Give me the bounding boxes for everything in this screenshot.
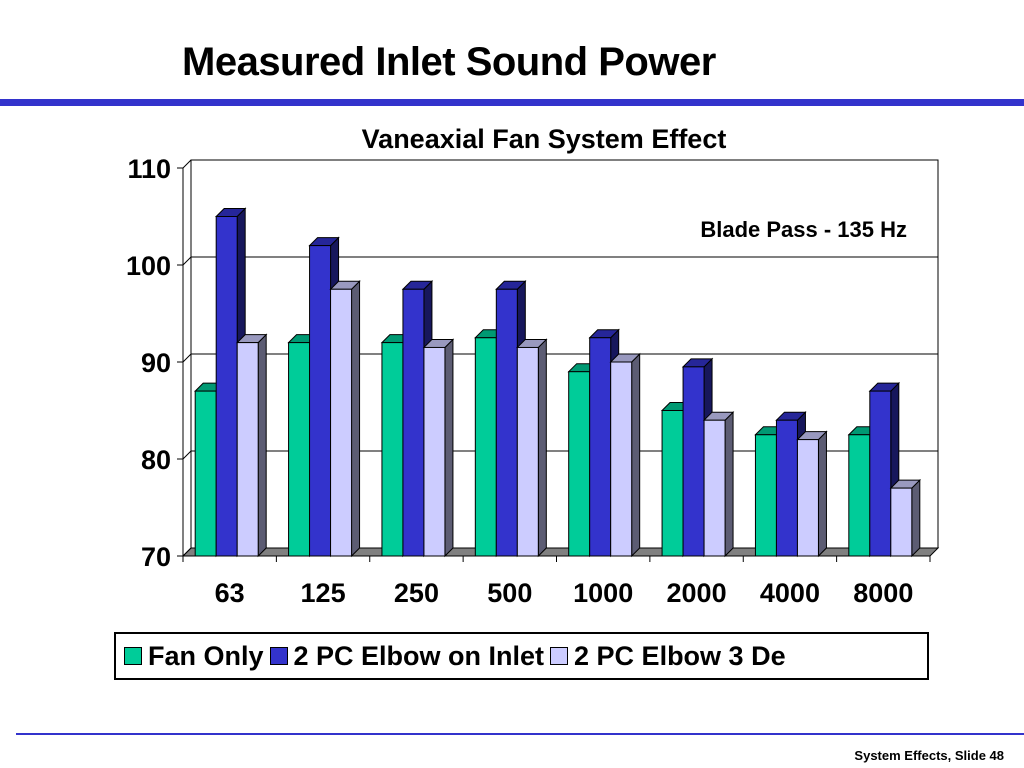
y-tick-label: 100 xyxy=(126,251,171,281)
bar xyxy=(288,342,311,557)
chart-legend: Fan Only 2 PC Elbow on Inlet 2 PC Elbow … xyxy=(114,632,929,680)
y-tick-label: 70 xyxy=(141,542,171,572)
chart-title: Vaneaxial Fan System Effect xyxy=(362,124,727,154)
bar xyxy=(381,342,404,557)
bar xyxy=(423,346,446,557)
bar-side xyxy=(724,410,734,558)
legend-label: 2 PC Elbow on Inlet xyxy=(293,640,545,671)
x-tick-label: 4000 xyxy=(760,578,820,608)
y-tick-label: 110 xyxy=(127,154,171,184)
y-tick-diagonal xyxy=(182,547,192,557)
bar xyxy=(495,288,518,557)
legend-label: Fan Only xyxy=(148,640,264,671)
bar xyxy=(194,390,217,557)
bar xyxy=(796,439,819,557)
x-tick-label: 500 xyxy=(487,578,532,608)
y-tick-label: 80 xyxy=(141,445,171,475)
bar-side xyxy=(817,430,827,558)
bar xyxy=(661,410,684,557)
bar xyxy=(869,390,892,557)
legend-swatch xyxy=(550,647,569,665)
legend-label: 2 PC Elbow 3 De xyxy=(574,640,786,671)
bar xyxy=(589,337,612,557)
x-tick-label: 63 xyxy=(215,578,245,608)
bar xyxy=(703,419,726,557)
bar-side xyxy=(537,338,547,558)
bar xyxy=(236,342,259,557)
bar xyxy=(775,419,798,557)
bar xyxy=(474,337,497,557)
x-tick-label: 250 xyxy=(394,578,439,608)
bar xyxy=(682,366,705,557)
bar xyxy=(754,434,777,557)
legend-item-fan-only: Fan Only xyxy=(124,641,264,672)
bar-side xyxy=(911,478,921,558)
x-tick-label: 8000 xyxy=(853,578,913,608)
y-tick-diagonal xyxy=(182,256,192,266)
bar xyxy=(215,216,238,557)
bar xyxy=(610,361,633,557)
y-tick-diagonal xyxy=(182,159,192,169)
bar-chart: 70 80 90 100 110 63 125 250 500 1000 2000 4000 8000 V… xyxy=(126,124,940,608)
legend-swatch xyxy=(269,647,288,665)
bar-side xyxy=(351,280,361,558)
y-tick-label: 90 xyxy=(141,348,171,378)
x-tick-label: 125 xyxy=(301,578,346,608)
x-tick-label: 1000 xyxy=(573,578,633,608)
bar-side xyxy=(444,338,454,558)
legend-item-elbow-3de: 2 PC Elbow 3 De xyxy=(550,641,786,672)
bar-side xyxy=(257,333,267,558)
bar xyxy=(330,288,353,557)
chart-annotation: Blade Pass - 135 Hz xyxy=(700,217,907,242)
x-tick-label: 2000 xyxy=(667,578,727,608)
footer-divider xyxy=(16,733,1024,735)
bar-side xyxy=(631,352,641,558)
bar xyxy=(890,487,913,557)
slide-footer: System Effects, Slide 48 xyxy=(854,748,1004,763)
bar xyxy=(516,346,539,557)
y-tick-diagonal xyxy=(182,450,192,460)
slide-title: Measured Inlet Sound Power xyxy=(182,40,716,84)
bar xyxy=(309,245,332,557)
bar xyxy=(848,434,871,557)
bar xyxy=(568,371,591,557)
legend-item-elbow-inlet: 2 PC Elbow on Inlet xyxy=(269,640,545,672)
y-tick-diagonal xyxy=(182,353,192,363)
legend-swatch xyxy=(124,647,142,665)
title-divider xyxy=(0,99,1024,106)
bar xyxy=(402,288,425,557)
